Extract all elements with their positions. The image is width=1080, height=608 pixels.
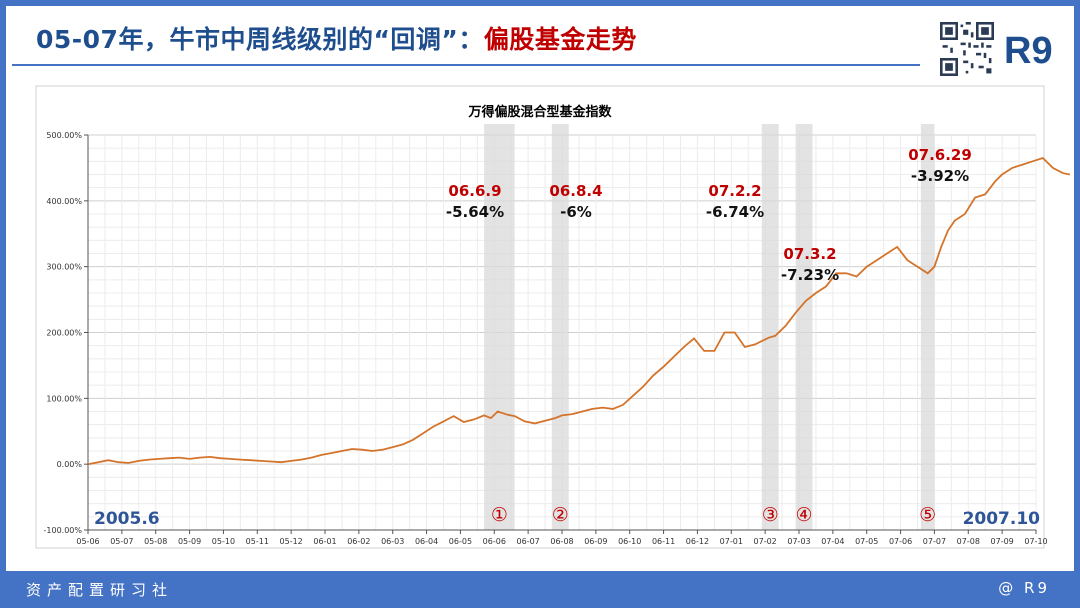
y-tick-label: 100.00% [46,394,82,403]
footer-bar: 资产配置研习社 @ R9 [0,571,1080,608]
pullback-band [484,124,515,530]
x-tick-label: 06-07 [517,537,540,546]
y-tick-label: 0.00% [57,460,83,469]
x-tick-label: 06-01 [313,537,336,546]
x-tick-label: 06-04 [415,537,438,546]
end-label: 2007.10 [963,509,1041,529]
pullback-bands [484,124,935,530]
x-tick-label: 06-08 [550,537,573,546]
pullback-number: ① [491,504,508,526]
x-tick-label: 05-11 [246,537,269,546]
x-tick-label: 07-09 [991,537,1014,546]
x-tick-label: 05-08 [144,537,167,546]
pullback-pct: -6% [560,203,592,221]
pullback-annotations: 06.6.9 -5.64% ① 06.8.4 -6% ② 07.2.2 -6.74% ③ 07.3… [446,146,972,526]
x-tick-label: 07-05 [855,537,878,546]
x-tick-label: 05-12 [280,537,303,546]
start-label: 2005.6 [94,509,160,529]
brand-logo: R9 [1004,30,1053,72]
footer-right-text: @ R9 [998,579,1050,597]
y-tick-label: 500.00% [46,131,82,140]
y-tick-label: -100.00% [44,526,83,535]
x-tick-label: 06-03 [381,537,404,546]
pullback-band [920,124,935,530]
pullback-date: 07.2.2 [708,182,761,200]
x-tick-label: 07-07 [923,537,946,546]
pullback-date: 06.8.4 [549,182,602,200]
x-tick-label: 06-09 [584,537,607,546]
footer-left-text: 资产配置研习社 [26,581,174,599]
y-tick-label: 200.00% [46,329,82,338]
y-tick-label: 400.00% [46,197,82,206]
y-tick-label: 300.00% [46,263,82,272]
x-tick-label: 05-06 [76,537,99,546]
x-tick-label: 05-07 [110,537,133,546]
title-accent: 偏股基金走势 [483,25,637,54]
x-tick-label: 07-04 [821,537,844,546]
pullback-pct: -3.92% [911,167,969,185]
chart-axes: 500.00% 400.00% 300.00% 200.00% 100.00% 0.00%… [44,131,1048,546]
fund-index-line [87,156,1071,466]
pullback-number: ④ [796,504,813,526]
pullback-number: ② [552,504,569,526]
x-tick-label: 05-09 [178,537,201,546]
pullback-pct: -6.74% [706,203,764,221]
x-tick-label: 06-10 [618,537,641,546]
x-tick-label: 05-10 [212,537,235,546]
x-tick-label: 06-11 [652,537,675,546]
slide-title: 05-07年，牛市中周线级别的“回调”：偏股基金走势 [36,20,637,56]
qr-code-icon [940,22,994,76]
x-tick-label: 07-02 [754,537,777,546]
pullback-band [761,124,779,530]
pullback-pct: -5.64% [446,203,504,221]
x-tick-label: 07-06 [889,537,912,546]
pullback-pct: -7.23% [781,266,839,284]
x-tick-label: 06-02 [347,537,370,546]
pullback-number: ③ [762,504,779,526]
x-tick-label: 06-05 [449,537,472,546]
pullback-band [551,124,569,530]
pullback-date: 06.6.9 [448,182,501,200]
pullback-date: 07.6.29 [908,146,972,164]
x-tick-label: 07-03 [787,537,810,546]
chart-area [35,85,1045,549]
pullback-date: 07.3.2 [783,245,836,263]
pullback-number: ⑤ [919,504,936,526]
x-tick-label: 07-08 [957,537,980,546]
chart-title: 万得偏股混合型基金指数 [467,104,612,120]
x-tick-label: 06-12 [686,537,709,546]
x-tick-label: 06-06 [483,537,506,546]
title-underline [12,64,920,66]
title-main: 05-07年，牛市中周线级别的“回调”： [36,25,484,54]
x-tick-label: 07-01 [720,537,743,546]
pullback-band [795,124,813,530]
x-tick-label: 07-10 [1024,537,1047,546]
